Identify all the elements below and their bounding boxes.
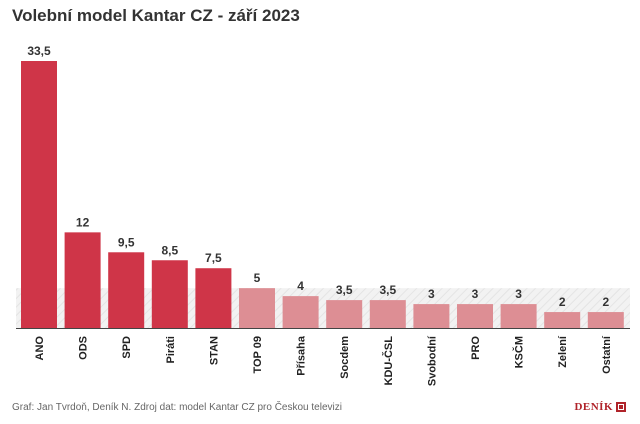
category-label: PRO (470, 336, 482, 360)
value-label: 33,5 (27, 44, 51, 58)
brand-n-icon (616, 402, 626, 412)
bar (544, 312, 581, 328)
category-label: KSČM (513, 336, 526, 368)
category-label: ANO (34, 336, 46, 361)
bar (282, 296, 319, 328)
category-label: Socdem (339, 336, 351, 379)
bar (151, 260, 188, 328)
category-label: SPD (121, 336, 133, 359)
bar (64, 232, 101, 328)
value-label: 2 (602, 295, 609, 309)
brand-logo: DENÍK (574, 401, 626, 413)
category-label: ODS (78, 336, 90, 360)
brand-name: DENÍK (574, 401, 613, 413)
bar (369, 300, 406, 328)
category-label: TOP 09 (252, 336, 264, 374)
bar (587, 312, 624, 328)
bar (195, 268, 232, 328)
category-label: KDU-ČSL (382, 336, 395, 386)
category-label: STAN (208, 336, 220, 365)
value-label: 2 (559, 295, 566, 309)
value-label: 3 (515, 287, 522, 301)
value-label: 3 (428, 287, 435, 301)
threshold-band (16, 288, 630, 328)
chart-title: Volební model Kantar CZ - září 2023 (12, 6, 300, 25)
bar (413, 304, 450, 328)
value-label: 5 (254, 271, 261, 285)
value-label: 9,5 (118, 235, 135, 249)
value-label: 3,5 (379, 283, 396, 297)
source-note: Graf: Jan Tvrdoň, Deník N. Zdroj dat: mo… (12, 402, 342, 413)
bar (108, 252, 145, 328)
value-label: 12 (76, 215, 90, 229)
bar (457, 304, 493, 328)
value-label: 7,5 (205, 251, 222, 265)
bar (500, 304, 537, 328)
category-label: Piráti (165, 336, 177, 364)
bar (239, 288, 275, 328)
bar (326, 300, 363, 328)
value-label: 4 (297, 279, 304, 293)
value-label: 3 (472, 287, 479, 301)
category-label: Přísaha (296, 335, 308, 376)
value-label: 3,5 (336, 283, 353, 297)
category-label: Svobodní (426, 335, 438, 386)
category-label: Zelení (557, 335, 569, 368)
bar (21, 61, 57, 328)
category-label: Ostatní (601, 335, 613, 374)
value-label: 8,5 (161, 243, 178, 257)
